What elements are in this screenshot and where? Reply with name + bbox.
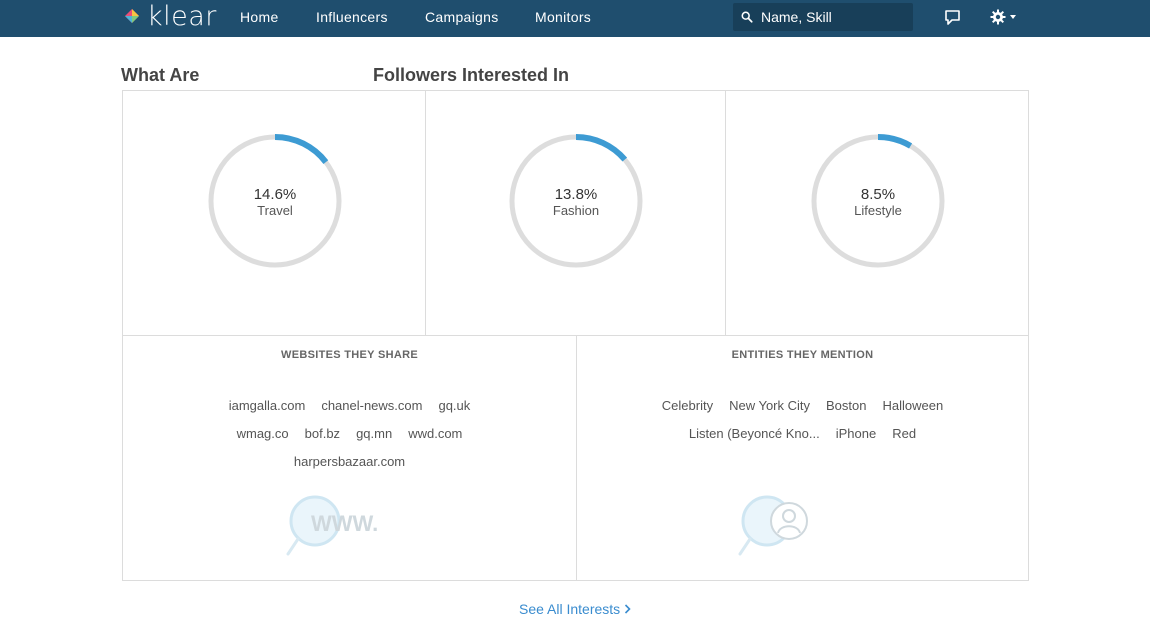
- donut-arc: [509, 134, 643, 268]
- website-link[interactable]: harpersbazaar.com: [293, 454, 406, 469]
- see-all-label: See All Interests: [519, 601, 621, 617]
- top-navbar: klear Home Influencers Campaigns Monitor…: [0, 0, 1150, 37]
- website-link[interactable]: iamgalla.com: [228, 398, 306, 413]
- interest-label: Lifestyle: [854, 203, 902, 218]
- websites-panel: WEBSITES THEY SHARE iamgalla.com chanel-…: [122, 335, 577, 581]
- donut-chart: [811, 134, 945, 268]
- entities-title: ENTITIES THEY MENTION: [731, 349, 874, 361]
- chat-bubble-icon[interactable]: [944, 9, 961, 26]
- interest-percent: 14.6%: [253, 186, 297, 203]
- interest-label: Fashion: [552, 203, 600, 218]
- donut-chart: [509, 134, 643, 268]
- logo[interactable]: klear: [121, 3, 217, 31]
- website-link[interactable]: gq.uk: [438, 398, 471, 413]
- see-all-interests-link[interactable]: See All Interests: [519, 601, 631, 617]
- entity-link[interactable]: iPhone: [835, 426, 877, 441]
- search-box[interactable]: [733, 3, 913, 31]
- entity-link[interactable]: Listen (Beyoncé Kno...: [688, 426, 820, 441]
- interest-card-2: 13.8% Fashion: [425, 90, 726, 336]
- section-heading-right: Followers Interested In: [373, 65, 570, 85]
- entities-panel: ENTITIES THEY MENTION Celebrity New York…: [576, 335, 1029, 581]
- settings-menu[interactable]: [990, 9, 1017, 25]
- caret-down-icon: [1010, 15, 1016, 19]
- websites-row-2: wmag.co bof.bz gq.mn wwd.com: [123, 426, 576, 441]
- entity-link[interactable]: Boston: [826, 398, 867, 413]
- section-heading-left: What Are: [121, 65, 200, 85]
- website-link[interactable]: chanel-news.com: [321, 398, 423, 413]
- interest-card-3: 8.5% Lifestyle: [725, 90, 1029, 336]
- websites-row-1: iamgalla.com chanel-news.com gq.uk: [123, 398, 576, 413]
- donut-arc: [811, 134, 945, 268]
- entities-row-2: Listen (Beyoncé Kno... iPhone Red: [577, 426, 1028, 441]
- interest-percent: 8.5%: [860, 186, 896, 203]
- interest-card-1: 14.6% Travel: [122, 90, 426, 336]
- logo-text: klear: [147, 1, 217, 32]
- website-link[interactable]: wmag.co: [236, 426, 289, 441]
- nav-campaigns[interactable]: Campaigns: [425, 9, 499, 25]
- entity-link[interactable]: Red: [892, 426, 917, 441]
- klear-diamond-logo-icon: [125, 9, 139, 23]
- nav-influencers[interactable]: Influencers: [316, 9, 388, 25]
- donut-chart: [208, 134, 342, 268]
- website-link[interactable]: gq.mn: [356, 426, 393, 441]
- websites-row-3: harpersbazaar.com: [123, 454, 576, 469]
- website-link[interactable]: bof.bz: [304, 426, 341, 441]
- chevron-right-icon: [625, 604, 631, 614]
- interest-percent: 13.8%: [554, 186, 598, 203]
- magnifier-www-icon: WWW.: [286, 495, 378, 556]
- website-link[interactable]: wwd.com: [408, 426, 463, 441]
- entity-link[interactable]: Celebrity: [661, 398, 714, 413]
- donut-arc: [208, 134, 342, 268]
- search-icon: [741, 11, 753, 23]
- www-watermark-text: WWW.: [311, 511, 378, 536]
- search-input[interactable]: [759, 8, 913, 26]
- websites-title: WEBSITES THEY SHARE: [281, 349, 418, 361]
- nav-monitors[interactable]: Monitors: [535, 9, 592, 25]
- entities-row-1: Celebrity New York City Boston Halloween: [577, 398, 1028, 413]
- entity-link[interactable]: Halloween: [882, 398, 944, 413]
- magnifier-person-icon: [738, 495, 808, 556]
- nav-home[interactable]: Home: [240, 9, 279, 25]
- entity-link[interactable]: New York City: [729, 398, 811, 413]
- interest-label: Travel: [257, 203, 293, 218]
- gear-icon: [990, 9, 1006, 25]
